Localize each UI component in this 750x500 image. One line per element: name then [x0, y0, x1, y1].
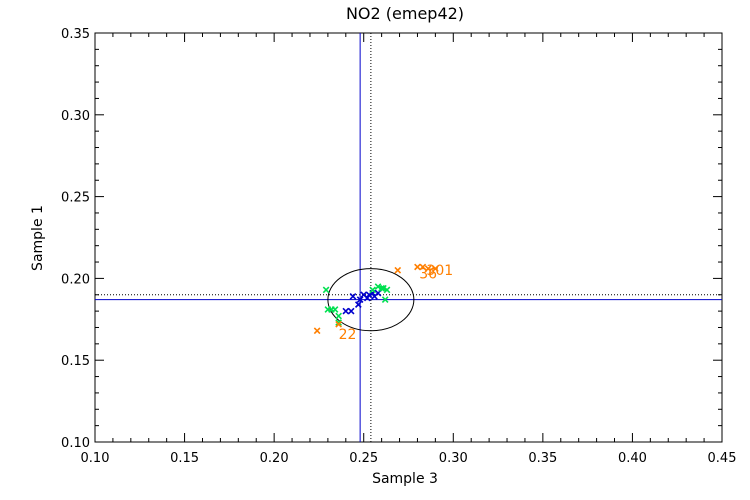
- confidence-ellipse: [327, 268, 415, 332]
- point-annotation: 301: [426, 263, 453, 279]
- scatter-point: [342, 307, 350, 315]
- x-tick-label: 0.10: [81, 451, 110, 466]
- y-tick-label: 0.20: [61, 272, 90, 287]
- scatter-point: [432, 265, 439, 272]
- point-annotation: 22: [339, 327, 357, 343]
- scatter-point: [349, 293, 357, 300]
- y-axis-label: Sample 1: [30, 205, 46, 271]
- y-tick-label: 0.15: [61, 354, 90, 369]
- x-tick-label: 0.20: [260, 451, 289, 466]
- plot-area: 0.10 0.15 0.20 0.25 0.30 0.35 0.40 0.45 0.10 0.15…: [61, 27, 736, 466]
- y-tick-label: 0.25: [61, 191, 90, 206]
- scatter-point: [394, 266, 402, 274]
- x-tick-label: 0.40: [618, 451, 647, 466]
- scatter-point: [365, 291, 373, 299]
- scatter-point: [380, 284, 387, 292]
- scatter-point: [374, 283, 382, 290]
- x-tick-label: 0.15: [170, 451, 199, 466]
- point-annotation: 36: [419, 266, 437, 282]
- y-tick-label: 0.35: [61, 27, 90, 42]
- scatter-point: [313, 327, 321, 335]
- scatter-point: [356, 296, 364, 304]
- scatter-point: [335, 312, 342, 320]
- scatter-point: [381, 296, 389, 304]
- plot-frame: [94, 32, 723, 443]
- scatter-point: [322, 286, 330, 294]
- scatter-point: [419, 263, 427, 271]
- x-tick-label: 0.35: [528, 451, 557, 466]
- scatter-point: [414, 263, 421, 271]
- scatter-point: [331, 306, 339, 313]
- scatter-point: [374, 289, 382, 297]
- y-tick-label: 0.10: [61, 436, 90, 451]
- x-tick-label: 0.30: [439, 451, 468, 466]
- x-axis-label: Sample 3: [372, 471, 438, 487]
- scatter-point: [424, 265, 432, 272]
- x-tick-label: 0.25: [349, 451, 378, 466]
- scatter-point: [369, 286, 377, 294]
- scatter-point: [335, 320, 342, 328]
- scatter-point: [347, 307, 355, 315]
- scatter-point: [354, 301, 362, 308]
- chart-title: NO2 (emep42): [346, 4, 464, 23]
- scatter-point: [363, 294, 371, 302]
- y-tick-label: 0.30: [61, 109, 90, 124]
- scatter-point: [335, 319, 342, 326]
- scatter-point: [383, 286, 391, 294]
- x-tick-label: 0.45: [708, 451, 737, 466]
- scatter-point: [378, 284, 385, 292]
